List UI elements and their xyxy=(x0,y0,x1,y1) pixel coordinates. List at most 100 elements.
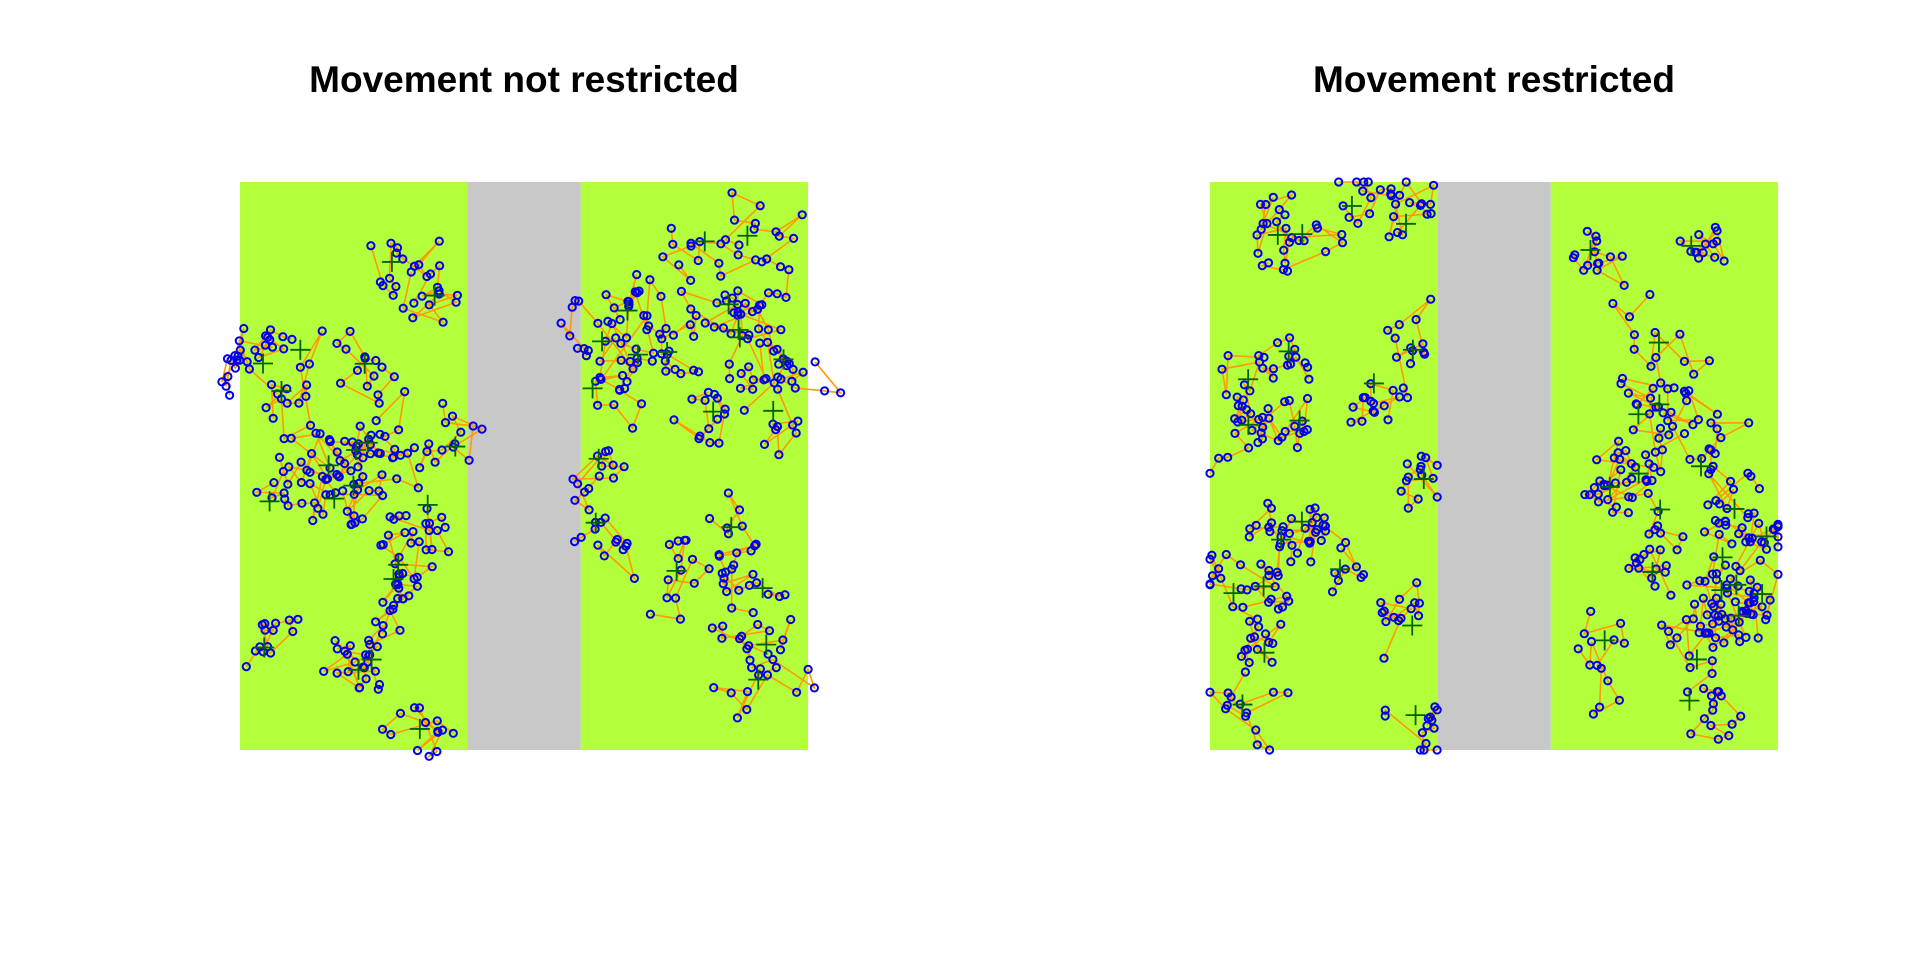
activity-center-marker xyxy=(348,659,369,680)
location-point xyxy=(709,322,719,332)
location-point xyxy=(1414,598,1425,608)
location-point xyxy=(642,325,652,335)
location-point xyxy=(786,614,796,625)
location-point xyxy=(435,261,445,271)
location-point xyxy=(1588,709,1599,719)
location-point xyxy=(1644,529,1654,539)
location-point xyxy=(1595,702,1605,712)
location-point xyxy=(1287,233,1297,243)
location-point xyxy=(1381,617,1391,627)
activity-center-marker xyxy=(1580,239,1601,260)
location-point xyxy=(570,537,580,547)
location-point xyxy=(1719,638,1729,648)
location-point xyxy=(1603,676,1613,686)
location-point xyxy=(310,498,320,508)
location-point xyxy=(1746,471,1756,481)
location-point xyxy=(1735,566,1745,576)
activity-center-marker xyxy=(445,436,466,457)
location-point xyxy=(1596,663,1606,673)
activity-center-marker xyxy=(657,341,678,362)
location-point xyxy=(464,455,474,465)
location-point xyxy=(391,281,401,292)
location-point xyxy=(792,687,802,697)
location-point xyxy=(762,254,772,264)
location-point xyxy=(389,514,399,524)
location-point xyxy=(732,713,743,723)
location-point xyxy=(260,625,270,635)
activity-center-marker xyxy=(1271,529,1292,550)
location-point xyxy=(1401,177,1411,187)
location-point xyxy=(1251,725,1261,735)
location-point xyxy=(736,309,746,319)
activity-center-marker xyxy=(729,327,750,348)
location-point xyxy=(1265,526,1275,537)
location-point xyxy=(744,580,755,591)
activity-center-marker xyxy=(252,353,273,374)
activity-center-marker xyxy=(1686,649,1707,670)
location-point xyxy=(645,609,656,619)
location-point xyxy=(1267,657,1277,667)
location-point xyxy=(593,318,603,328)
location-point xyxy=(1679,356,1690,366)
location-point xyxy=(330,488,340,498)
location-point xyxy=(1278,522,1288,532)
location-point xyxy=(693,255,703,266)
location-point xyxy=(1641,475,1651,485)
location-point xyxy=(383,530,393,540)
location-point xyxy=(1727,539,1737,549)
location-point xyxy=(1623,508,1634,518)
activity-center-marker xyxy=(1396,213,1416,234)
location-point xyxy=(726,688,736,698)
location-point xyxy=(1741,632,1751,643)
location-point xyxy=(1302,393,1313,404)
location-point xyxy=(302,380,312,390)
location-point xyxy=(1391,352,1402,362)
location-point xyxy=(1700,527,1710,537)
location-point xyxy=(1672,545,1682,555)
location-point xyxy=(288,626,298,637)
activity-center-marker xyxy=(1711,580,1732,601)
location-point xyxy=(293,614,303,624)
location-point xyxy=(1302,425,1312,435)
location-point xyxy=(621,333,632,343)
location-point xyxy=(307,449,317,459)
location-point xyxy=(725,374,735,384)
location-point xyxy=(740,298,750,308)
location-point xyxy=(574,296,584,306)
location-point xyxy=(670,364,680,374)
activity-center-marker xyxy=(357,432,378,453)
location-point xyxy=(414,260,424,270)
location-point xyxy=(1593,497,1604,507)
location-point xyxy=(1258,422,1268,432)
location-point xyxy=(762,337,773,347)
location-point xyxy=(1589,483,1600,493)
location-point xyxy=(1650,327,1660,338)
location-point xyxy=(398,568,408,579)
location-point xyxy=(1285,333,1295,343)
location-point xyxy=(266,380,277,390)
location-point xyxy=(1650,447,1661,457)
location-point xyxy=(1704,444,1714,454)
location-point xyxy=(269,478,279,488)
activity-center-marker xyxy=(381,251,402,272)
location-point xyxy=(608,473,619,483)
location-point xyxy=(432,746,442,757)
movement-path xyxy=(1378,581,1421,659)
location-point xyxy=(1413,611,1424,621)
location-point xyxy=(374,398,384,408)
location-point xyxy=(1582,226,1592,236)
location-point xyxy=(759,439,770,449)
location-point xyxy=(791,428,801,438)
location-point xyxy=(1748,610,1758,620)
activity-center-marker xyxy=(718,294,739,315)
activity-centers xyxy=(1223,195,1777,726)
location-point xyxy=(1708,642,1718,653)
location-point xyxy=(1405,359,1416,369)
location-points xyxy=(217,188,846,761)
location-point xyxy=(371,355,381,366)
location-point xyxy=(729,215,740,225)
location-point xyxy=(675,614,686,624)
location-point xyxy=(1268,687,1279,697)
location-point xyxy=(1276,619,1286,629)
location-point xyxy=(319,666,329,677)
